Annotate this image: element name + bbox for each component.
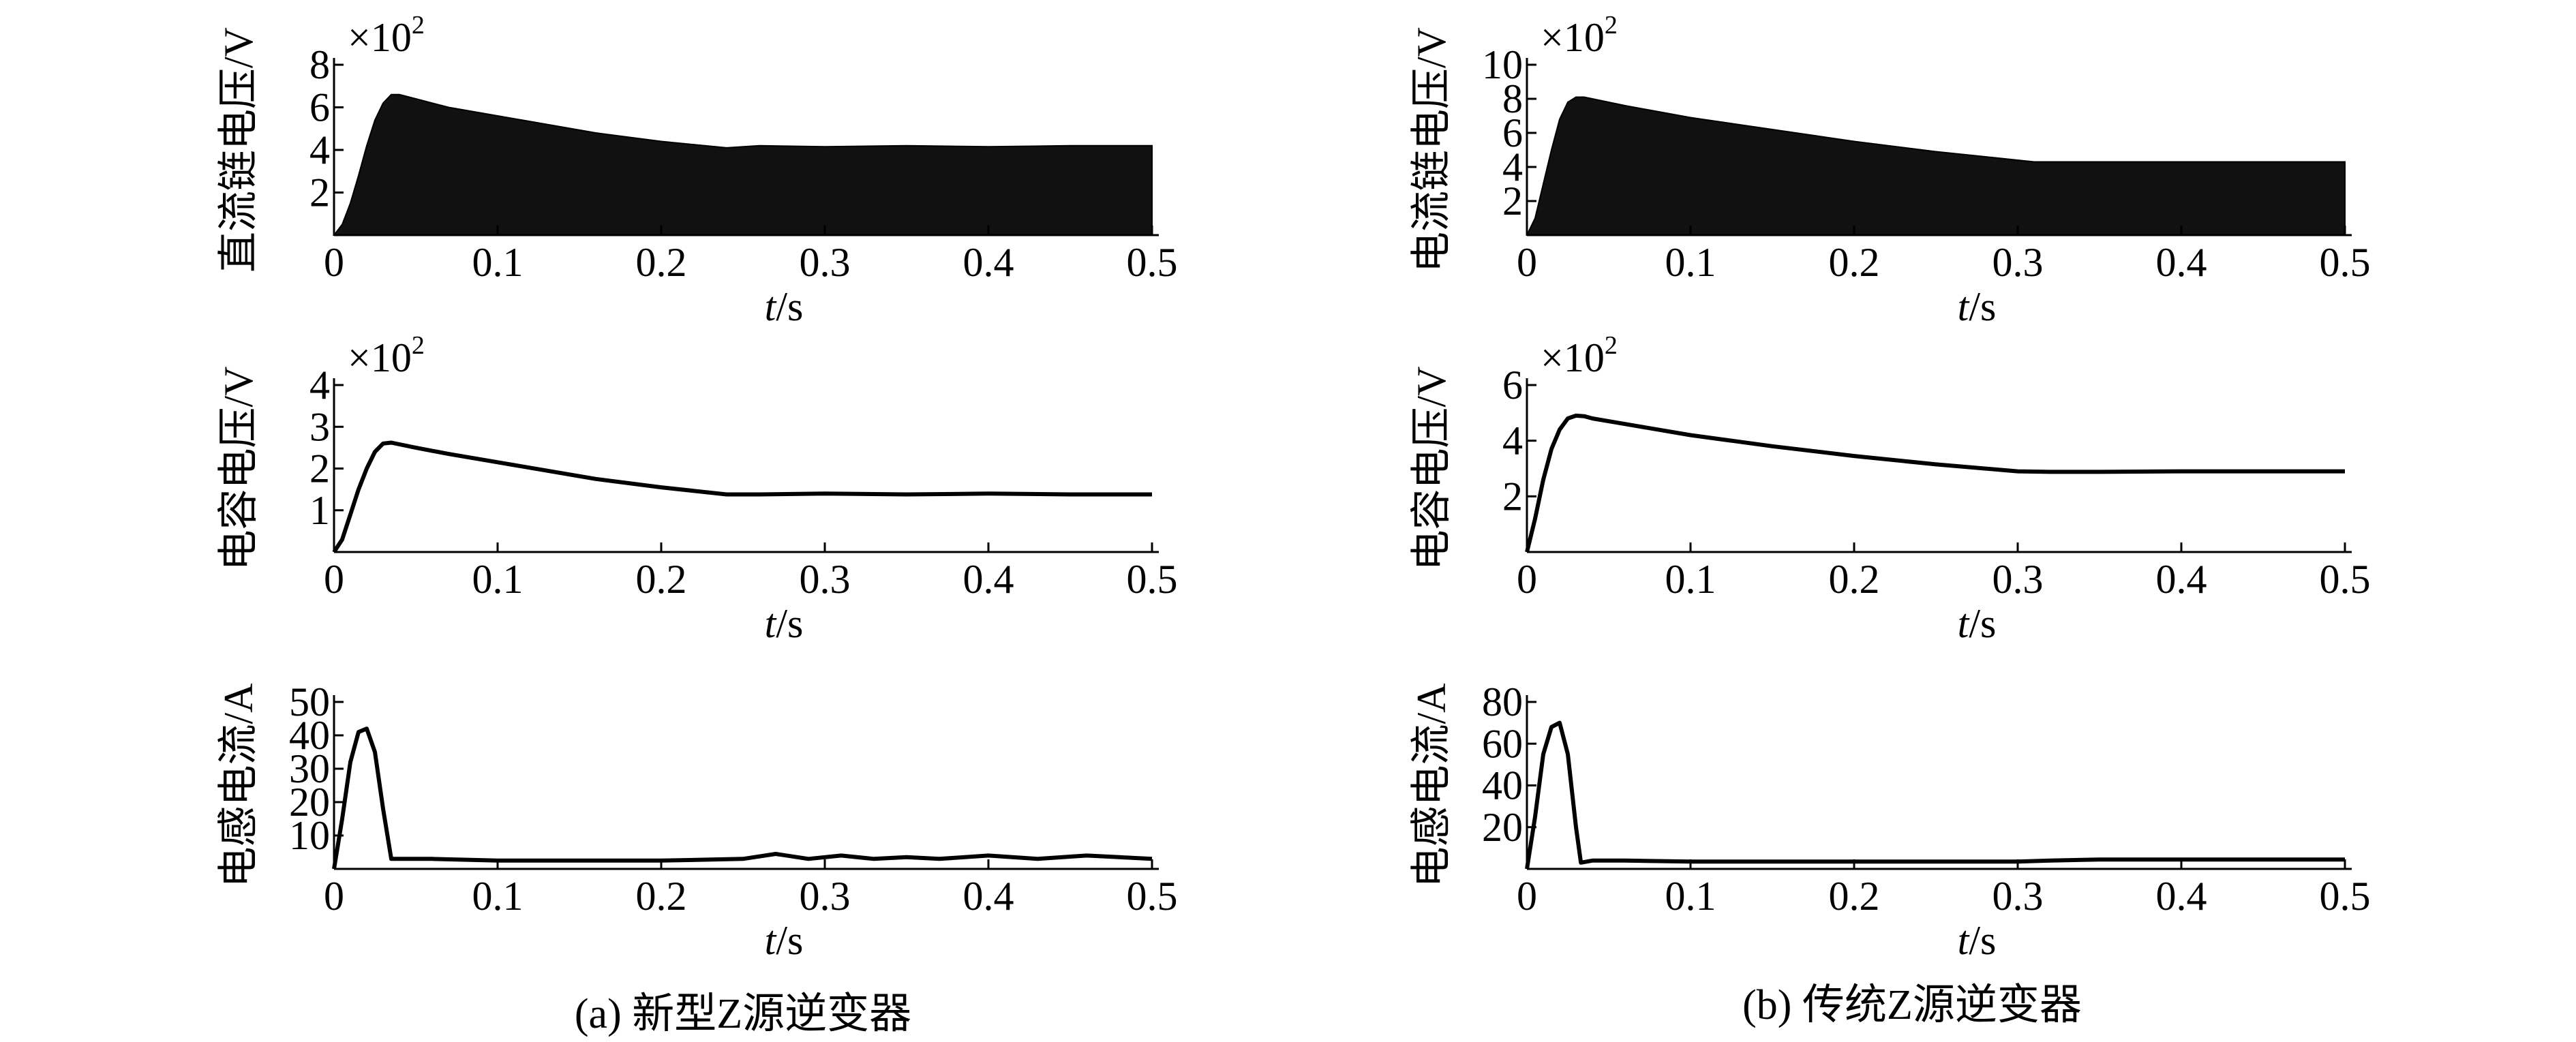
y-tick-label: 50 — [289, 679, 330, 724]
x-tick-label: 0.2 — [1829, 240, 1880, 285]
y-tick-label: 6 — [1502, 110, 1523, 155]
x-axis-title: t/s — [1958, 918, 1997, 963]
x-tick-label: 0.3 — [1992, 874, 2044, 919]
y-tick-label: 40 — [1482, 763, 1523, 808]
x-tick-label: 0.5 — [2320, 557, 2371, 602]
waveform-envelope-b1 — [1526, 96, 2346, 236]
scale-factor: ×102 — [1541, 331, 1618, 380]
y-axis-title: 电流链电压/V — [1409, 27, 1454, 273]
x-tick-label: 0.4 — [963, 557, 1014, 602]
x-tick-label: 0.2 — [636, 557, 687, 602]
y-axis-title: 直流链电压/V — [216, 27, 261, 273]
x-tick-label: 0.3 — [1992, 557, 2044, 602]
x-axis-title: t/s — [1958, 284, 1997, 329]
x-tick-label: 0.4 — [2156, 557, 2207, 602]
y-tick-label: 60 — [1482, 721, 1523, 766]
x-tick-label: 0.1 — [1665, 874, 1716, 919]
x-tick-label: 0.4 — [2156, 240, 2207, 285]
x-tick-label: 0.5 — [2320, 240, 2371, 285]
y-axis-title: 电感电流/A — [1409, 684, 1454, 888]
subplot-b2: 0 0.1 0.2 0.3 0.4 0.5 2 4 6 t/s 电容电压/V ×102 — [1409, 331, 2371, 646]
waveform-envelope-a1 — [332, 93, 1153, 236]
x-axis-title: t/s — [765, 284, 804, 329]
y-tick-label: 2 — [1502, 474, 1523, 519]
y-tick-label: 10 — [289, 813, 330, 858]
y-tick-label: 6 — [1502, 363, 1523, 408]
y-tick-label: 30 — [289, 746, 330, 791]
x-tick-label: 0.5 — [1127, 874, 1178, 919]
x-tick-label: 0 — [324, 557, 344, 602]
x-tick-label: 0.1 — [472, 874, 524, 919]
x-tick-label: 0 — [1517, 240, 1537, 285]
x-tick-label: 0.3 — [800, 874, 851, 919]
x-tick-label: 0.2 — [636, 874, 687, 919]
x-tick-label: 0.2 — [636, 240, 687, 285]
x-tick-label: 0.1 — [472, 557, 524, 602]
x-tick-label: 0 — [1517, 557, 1537, 602]
x-tick-label: 0.2 — [1829, 874, 1880, 919]
y-tick-label: 1 — [309, 488, 330, 533]
x-tick-label: 0.4 — [963, 240, 1014, 285]
y-tick-label: 4 — [1502, 418, 1523, 463]
y-tick-label: 4 — [309, 363, 330, 408]
y-axis-title: 电容电压/V — [1409, 367, 1454, 571]
x-axis-title: t/s — [765, 601, 804, 646]
x-tick-label: 0.1 — [1665, 240, 1716, 285]
scale-factor: ×102 — [348, 331, 425, 380]
y-tick-label: 10 — [1482, 42, 1523, 87]
y-tick-label: 2 — [1502, 179, 1523, 224]
x-axis-title: t/s — [765, 918, 804, 963]
x-tick-label: 0.1 — [1665, 557, 1716, 602]
y-tick-label: 20 — [1482, 805, 1523, 850]
scale-factor: ×102 — [348, 11, 425, 60]
x-tick-label: 0.3 — [800, 557, 851, 602]
x-tick-label: 0 — [324, 874, 344, 919]
y-tick-label: 4 — [309, 127, 330, 172]
x-tick-label: 0 — [324, 240, 344, 285]
y-tick-label: 80 — [1482, 679, 1523, 724]
x-tick-label: 0.2 — [1829, 557, 1880, 602]
y-tick-label: 20 — [289, 780, 330, 825]
x-tick-label: 0.3 — [800, 240, 851, 285]
y-axis-title: 电感电流/A — [216, 684, 261, 888]
x-tick-label: 0.4 — [963, 874, 1014, 919]
x-tick-label: 0.1 — [472, 240, 524, 285]
y-tick-label: 2 — [309, 170, 330, 215]
y-axis-title: 电容电压/V — [216, 367, 261, 571]
x-tick-label: 0.5 — [2320, 874, 2371, 919]
y-tick-label: 3 — [309, 404, 330, 449]
y-tick-label: 8 — [309, 42, 330, 87]
y-tick-label: 40 — [289, 713, 330, 758]
x-tick-label: 0 — [1517, 874, 1537, 919]
scale-factor: ×102 — [1541, 11, 1618, 60]
x-tick-label: 0.3 — [1992, 240, 2044, 285]
waveform-line-a2 — [332, 440, 1152, 553]
x-tick-label: 0.5 — [1127, 240, 1178, 285]
x-tick-label: 0.4 — [2156, 874, 2207, 919]
x-axis-title: t/s — [1958, 601, 1997, 646]
waveform-line-a3 — [332, 726, 1153, 870]
y-tick-label: 8 — [1502, 76, 1523, 121]
caption-left: (a) 新型Z源逆变器 — [575, 991, 911, 1037]
y-tick-label: 2 — [309, 446, 330, 491]
waveform-line-b3 — [1525, 720, 2345, 870]
caption-right: (b) 传统Z源逆变器 — [1742, 982, 2082, 1028]
y-tick-label: 4 — [1502, 144, 1523, 189]
waveform-line-b2 — [1525, 413, 2345, 553]
x-tick-label: 0.5 — [1127, 557, 1178, 602]
y-tick-label: 6 — [309, 85, 330, 130]
